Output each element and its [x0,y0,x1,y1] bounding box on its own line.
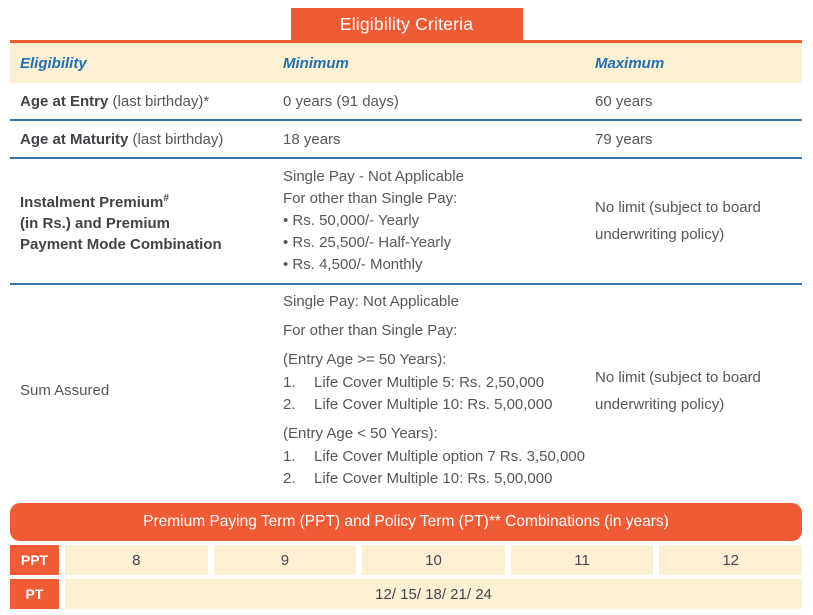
pt-value-cell: 12/ 15/ 18/ 21/ 24 [65,579,802,609]
hash-superscript: # [163,192,169,204]
age-maturity-maximum: 79 years [595,130,653,148]
instalment-premium-label: Instalment Premium# (in Rs.) and Premium… [20,188,283,255]
instalment-premium-label-line3: Payment Mode Combination [20,235,222,253]
numbered-item: Life Cover Multiple 10: Rs. 5,00,000 [314,470,553,487]
sum-assured-minimum: Single Pay: Not Applicable For other tha… [283,285,595,496]
sum-assured-label: Sum Assured [20,382,110,399]
ppt-value-cell: 10 [362,545,505,575]
ppt-value-cell: 12 [659,545,802,575]
age-entry-maximum: 60 years [595,92,653,110]
numbered-item: Life Cover Multiple 5: Rs. 2,50,000 [314,374,545,391]
bullet-item: Rs. 4,500/- Monthly [283,254,595,276]
table-row-sum-assured: Sum Assured Single Pay: Not Applicable F… [10,285,802,496]
title-banner-label: Eligibility Criteria [339,13,474,34]
ppt-row-label: PPT [10,545,59,575]
sum-assured-group2-header: (Entry Age < 50 Years): [283,425,438,442]
sum-assured-min-line2: For other than Single Pay: [283,322,458,339]
age-entry-label-bold: Age at Entry [20,92,109,110]
header-maximum: Maximum [595,54,665,72]
pt-row: PT 12/ 15/ 18/ 21/ 24 [10,579,802,609]
age-maturity-label: Age at Maturity (last birthday) [20,131,283,148]
age-maturity-label-normal: (last birthday) [128,130,224,148]
instalment-premium-label-line1: Instalment Premium# [20,188,283,213]
age-entry-label: Age at Entry (last birthday)* [20,93,283,110]
eligibility-page: Eligibility Criteria Eligibility Minimum… [0,8,813,609]
ppt-row: PPT 8 9 10 11 12 [10,545,802,575]
ppt-value-cell: 8 [65,545,208,575]
instalment-premium-maximum: No limit (subject to board underwriting … [595,194,802,248]
sum-assured-maximum: No limit (subject to board underwriting … [595,364,802,418]
bullet-item: Rs. 50,000/- Yearly [283,210,595,232]
header-minimum: Minimum [283,54,349,72]
sum-assured-group1-header: (Entry Age >= 50 Years): [283,351,447,368]
instalment-premium-minimum: Single Pay - Not Applicable For other th… [283,159,595,283]
instalment-premium-min-line2: For other than Single Pay: [283,190,458,207]
ppt-value-cell: 9 [213,545,357,575]
table-row-age-at-entry: Age at Entry (last birthday)* 0 years (9… [10,83,802,121]
instalment-premium-maximum-text: No limit (subject to board underwriting … [595,199,761,243]
sum-assured-min-line1: Single Pay: Not Applicable [283,293,459,310]
ppt-value-cell: 11 [510,545,654,575]
numbered-item: Life Cover Multiple option 7 Rs. 3,50,00… [314,448,585,465]
combinations-banner: Premium Paying Term (PPT) and Policy Ter… [10,503,802,541]
sum-assured-group2-list: Life Cover Multiple option 7 Rs. 3,50,00… [283,446,595,490]
title-banner: Eligibility Criteria [290,8,523,40]
table-row-age-at-maturity: Age at Maturity (last birthday) 18 years… [10,121,802,159]
instalment-premium-bullet-list: Rs. 50,000/- Yearly Rs. 25,500/- Half-Ye… [283,210,595,276]
age-maturity-minimum: 18 years [283,130,341,148]
sum-assured-group1-list: Life Cover Multiple 5: Rs. 2,50,000 Life… [283,372,595,416]
age-entry-label-normal: (last birthday)* [108,92,210,110]
sum-assured-maximum-text: No limit (subject to board underwriting … [595,368,761,413]
table-header-row: Eligibility Minimum Maximum [10,43,802,83]
combinations-banner-label: Premium Paying Term (PPT) and Policy Ter… [143,513,669,530]
age-entry-minimum: 0 years (91 days) [283,92,399,110]
age-maturity-label-bold: Age at Maturity [20,130,129,148]
pt-row-label: PT [10,579,59,609]
numbered-item: Life Cover Multiple 10: Rs. 5,00,000 [314,396,553,413]
eligibility-table: Eligibility Minimum Maximum Age at Entry… [10,43,802,496]
header-eligibility: Eligibility [20,54,87,72]
title-rule [10,40,802,43]
table-row-instalment-premium: Instalment Premium# (in Rs.) and Premium… [10,159,802,285]
bullet-item: Rs. 25,500/- Half-Yearly [283,232,595,254]
instalment-premium-label-line2: (in Rs.) and Premium [20,214,171,232]
instalment-premium-label-text: Instalment Premium [20,193,164,211]
instalment-premium-min-line1: Single Pay - Not Applicable [283,168,464,185]
